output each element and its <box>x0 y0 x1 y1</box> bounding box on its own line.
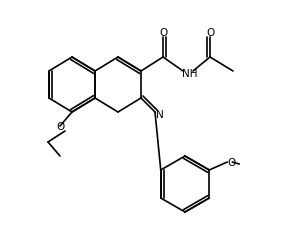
Text: O: O <box>206 28 214 38</box>
Text: O: O <box>159 28 167 38</box>
Text: N: N <box>156 110 164 120</box>
Text: O: O <box>227 157 235 167</box>
Text: O: O <box>56 122 64 132</box>
Text: NH: NH <box>182 69 198 79</box>
